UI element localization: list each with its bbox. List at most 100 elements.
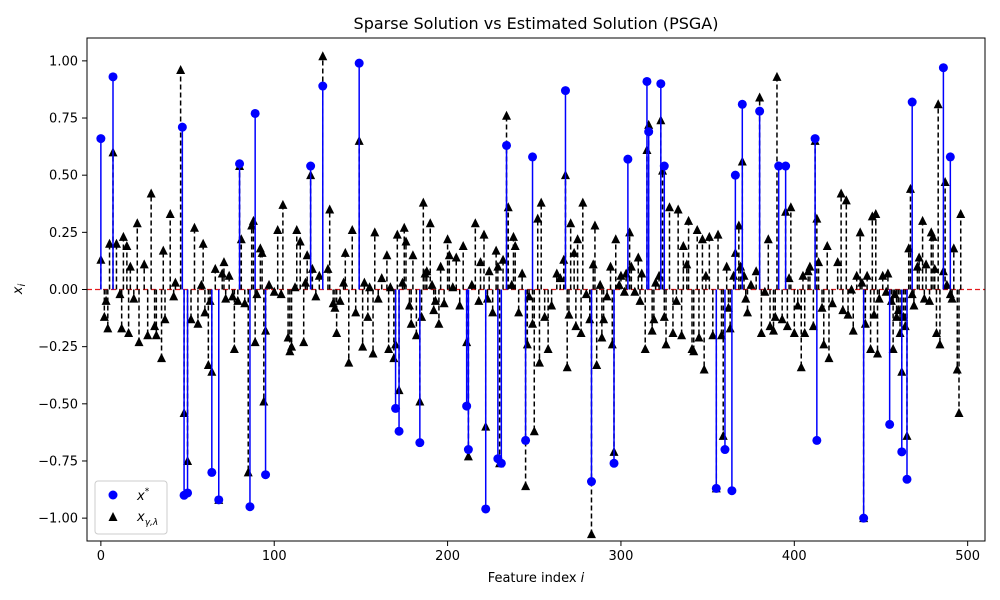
- estimated-point: [118, 231, 128, 241]
- estimated-point: [528, 318, 538, 328]
- plot-area: 0 100 200 300 400 500 −1.00 −0.75 −0.50 −0.25 0.00…: [38, 37, 986, 564]
- estimated-point: [392, 229, 402, 239]
- estimated-point: [800, 327, 810, 337]
- estimated-point: [401, 236, 411, 246]
- estimated-point: [252, 289, 262, 299]
- estimated-point: [888, 343, 898, 353]
- estimated-point: [365, 282, 375, 292]
- estimated-point: [956, 209, 966, 219]
- estimated-point: [290, 282, 300, 292]
- estimated-point: [692, 225, 702, 235]
- estimated-point: [770, 311, 780, 321]
- estimated-point: [928, 231, 938, 241]
- estimated-point: [630, 286, 640, 296]
- estimated-point: [474, 295, 484, 305]
- estimated-point: [117, 323, 127, 333]
- estimated-point: [434, 318, 444, 328]
- estimated-point: [344, 357, 354, 367]
- sparse-point: [656, 79, 666, 89]
- estimated-point: [318, 51, 328, 61]
- estimated-point: [918, 215, 928, 225]
- estimated-point: [540, 311, 550, 321]
- estimated-point: [602, 291, 612, 301]
- estimated-point: [493, 261, 503, 271]
- estimated-point: [418, 197, 428, 207]
- estimated-point: [278, 199, 288, 209]
- estimated-point: [942, 279, 952, 289]
- estimated-point: [444, 250, 454, 260]
- estimated-point: [746, 279, 756, 289]
- estimated-point: [448, 282, 458, 292]
- estimated-point: [292, 225, 302, 235]
- estimated-point: [103, 323, 113, 333]
- estimated-point: [878, 270, 888, 280]
- estimated-point: [470, 218, 480, 228]
- estimated-point: [250, 337, 260, 347]
- sparse-point: [885, 419, 895, 429]
- estimated-point: [595, 279, 605, 289]
- estimated-point: [552, 268, 562, 278]
- sparse-point: [528, 152, 538, 162]
- estimated-point: [952, 364, 962, 374]
- x-axis-label: Feature index i: [488, 571, 585, 586]
- estimated-point: [143, 330, 153, 340]
- x-tick-label: 300: [609, 549, 634, 564]
- estimated-point: [661, 339, 671, 349]
- estimated-point: [229, 343, 239, 353]
- series-sparse: [96, 58, 955, 523]
- estimated-point: [784, 273, 794, 283]
- estimated-point: [429, 305, 439, 315]
- sparse-point: [481, 504, 491, 514]
- estimated-point: [651, 277, 661, 287]
- estimated-point: [769, 325, 779, 335]
- y-tick-label: −0.50: [38, 397, 78, 412]
- estimated-point: [586, 529, 596, 539]
- estimated-point: [427, 279, 437, 289]
- x-tick-label: 0: [97, 549, 105, 564]
- sparse-point: [642, 76, 652, 86]
- estimated-point: [883, 268, 893, 278]
- estimated-point: [893, 305, 903, 315]
- estimated-point: [507, 279, 517, 289]
- y-tick-label: 0.00: [49, 283, 78, 298]
- estimated-point: [285, 346, 295, 356]
- estimated-point: [866, 343, 876, 353]
- estimated-point: [269, 286, 279, 296]
- sparse-point: [810, 134, 820, 144]
- estimated-point: [817, 302, 827, 312]
- estimated-point: [722, 261, 732, 271]
- estimated-point: [302, 250, 312, 260]
- estimated-point: [569, 247, 579, 257]
- estimated-point: [704, 231, 714, 241]
- estimated-point: [841, 195, 851, 205]
- estimated-point: [763, 234, 773, 244]
- estimated-point: [529, 426, 539, 436]
- estimated-point: [484, 266, 494, 276]
- estimated-point: [224, 270, 234, 280]
- estimated-point: [295, 236, 305, 246]
- estimated-point: [755, 92, 765, 102]
- estimated-point: [458, 241, 468, 251]
- data-marks: [87, 51, 985, 539]
- legend-circle-marker: [108, 490, 118, 500]
- estimated-point: [160, 314, 170, 324]
- estimated-point: [619, 286, 629, 296]
- estimated-point: [814, 257, 824, 267]
- sparse-point: [907, 97, 917, 107]
- estimated-point: [382, 250, 392, 260]
- estimated-point: [659, 311, 669, 321]
- x-tick-label: 100: [262, 549, 287, 564]
- estimated-point: [488, 307, 498, 317]
- estimated-point: [713, 229, 723, 239]
- sparse-point: [354, 58, 364, 68]
- estimated-point: [323, 263, 333, 273]
- sparse-point: [391, 403, 401, 413]
- estimated-point: [827, 298, 837, 308]
- estimated-point: [385, 282, 395, 292]
- estimated-point: [904, 243, 914, 253]
- estimated-point: [716, 330, 726, 340]
- estimated-point: [742, 307, 752, 317]
- estimated-point: [517, 268, 527, 278]
- sparse-point: [306, 161, 316, 171]
- estimated-point: [134, 337, 144, 347]
